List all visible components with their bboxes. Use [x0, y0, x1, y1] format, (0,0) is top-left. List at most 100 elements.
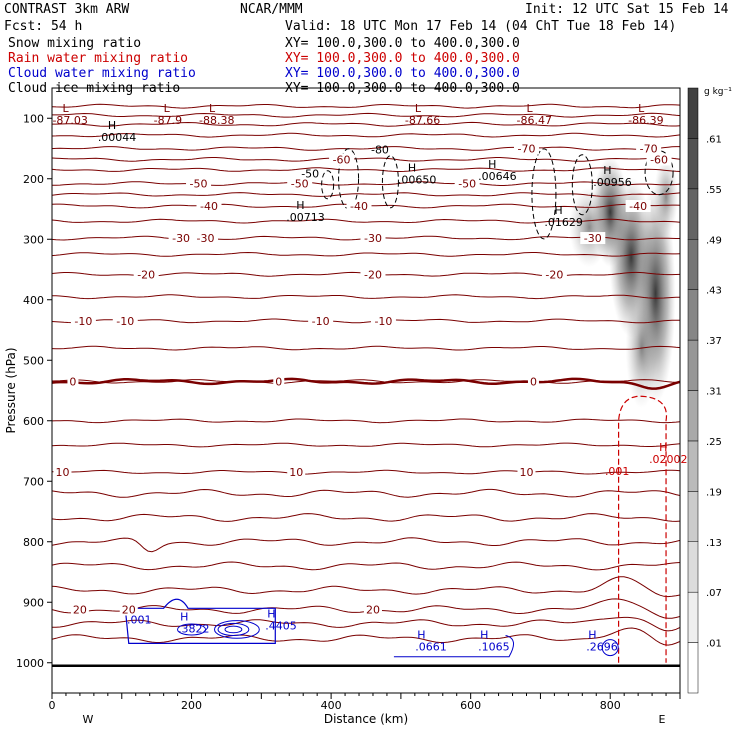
y-tick-label: 900 [23, 596, 44, 609]
isotherm-label-bg [70, 314, 96, 327]
isotherm-line [52, 537, 680, 553]
colorbar-label: .55 [706, 185, 722, 196]
low-value: -88.38 [199, 114, 234, 127]
y-tick-label: 700 [23, 475, 44, 488]
temperature-isotherms [52, 103, 680, 646]
isotherm-label-bg [196, 199, 222, 212]
y-tick-label: 300 [23, 233, 44, 246]
isotherm-label-bg [186, 177, 212, 190]
isotherm-line [52, 157, 680, 162]
isotherm-label: -10 [374, 315, 392, 328]
isotherm-label: 20 [366, 604, 380, 617]
field-label-cloud-water: Cloud water mixing ratio [8, 66, 196, 81]
cloud-water-max-marker: H [480, 629, 488, 642]
low-value: -87.9 [154, 114, 182, 127]
isotherm-label: -20 [364, 268, 382, 281]
snow-contour-label: -80 [371, 143, 389, 156]
isotherm-line [52, 616, 680, 632]
low-marker: L [526, 102, 533, 115]
rain-contour [617, 395, 668, 663]
isotherm-label-bg [53, 466, 72, 479]
isotherm-label-bg [363, 603, 382, 616]
valid-time: Valid: 18 UTC Mon 17 Feb 14 (04 ChT Tue … [285, 19, 677, 34]
isotherm-label: -70 [640, 143, 658, 156]
high-marker: H [659, 441, 667, 454]
snow-contour-label: -50 [301, 168, 319, 181]
field-label-rain: Rain water mixing ratio [8, 51, 189, 66]
low-marker: L [209, 102, 216, 115]
colorbar-label: .19 [706, 487, 722, 498]
cloud-water-max-marker: H [180, 611, 188, 624]
y-axis-title: Pressure (hPa) [4, 347, 18, 433]
isotherm-label: -40 [200, 200, 218, 213]
isotherm-line [52, 181, 680, 186]
high-marker: H [488, 158, 496, 171]
y-tick-label: 100 [23, 112, 44, 125]
isotherm-label: 0 [530, 375, 537, 388]
isotherm-label-bg [517, 466, 536, 479]
isotherm-line [52, 251, 680, 257]
isotherm-label: -20 [137, 268, 155, 281]
colorbar: .01 .07 .13 .19 .25 .31 .37 .43 .49 .55 .61 g kg⁻¹ [687, 87, 732, 694]
org-title: NCAR/MMM [240, 2, 303, 17]
cloud-water-max-marker: H [267, 607, 275, 620]
colorbar-label: .61 [706, 134, 722, 145]
cloud-water-contour [224, 625, 243, 634]
isotherm-label: 10 [519, 466, 533, 479]
snow-contour [571, 154, 593, 216]
high-value: .00713 [286, 211, 325, 224]
y-tick-label: 1000 [16, 657, 44, 670]
cloud-water-contour-label: .001 [127, 613, 152, 626]
isotherm-label-bg [308, 314, 334, 327]
isotherm-label: -30 [584, 232, 602, 245]
isotherm-line [52, 192, 680, 197]
isotherm-label: -20 [545, 268, 563, 281]
isotherm-line [52, 318, 680, 324]
isotherm-line [52, 167, 680, 172]
isotherm-label: -60 [333, 153, 351, 166]
colorbar-swatch [687, 491, 699, 543]
isotherm-label: -50 [291, 178, 309, 191]
snow-contour [531, 148, 557, 240]
isotherm-label-bg [541, 268, 567, 281]
low-marker: L [164, 102, 171, 115]
colorbar-swatch [687, 138, 699, 190]
colorbar-swatch [687, 87, 699, 139]
colorbar-label: .25 [706, 437, 722, 448]
cloud-water-contour [393, 635, 514, 658]
isotherm-label-bg [513, 142, 539, 155]
isotherm-line [52, 488, 680, 498]
cloud-water-max-marker: H [588, 629, 596, 642]
isotherm-label: 0 [275, 375, 282, 388]
plot-frame [51, 87, 681, 694]
y-tick-label: 400 [23, 294, 44, 307]
colorbar-label: .37 [706, 336, 722, 347]
low-marker: L [62, 102, 69, 115]
low-marker: L [415, 102, 422, 115]
isotherm-label-bg [646, 153, 672, 166]
west-label: W [83, 713, 94, 726]
isotherm-label-bg [454, 177, 480, 190]
x-axis-title: Distance (km) [324, 712, 408, 726]
isotherm-line [52, 294, 680, 300]
isotherm-line [52, 132, 680, 138]
cloud-water-contour [217, 622, 250, 637]
isotherm-label: -10 [74, 315, 92, 328]
colorbar-unit: g kg⁻¹ [704, 87, 732, 97]
field-label-snow: Snow mixing ratio [8, 36, 142, 51]
isotherm-line [52, 442, 680, 448]
isotherm-line [52, 418, 680, 424]
high-value: .00650 [398, 173, 437, 186]
isotherm-label-bg [67, 375, 79, 388]
isotherm-label-bg [112, 314, 138, 327]
high-marker: H [296, 199, 304, 212]
y-tick-label: 800 [23, 536, 44, 549]
x-tick-label: 0 [49, 699, 56, 712]
snow-shade-region [654, 156, 679, 237]
colorbar-swatch [687, 188, 699, 240]
isotherm-label: -70 [518, 143, 536, 156]
colorbar-label: .43 [706, 286, 722, 297]
colorbar-label: .01 [706, 639, 722, 650]
cloud-water-contour [177, 623, 207, 636]
